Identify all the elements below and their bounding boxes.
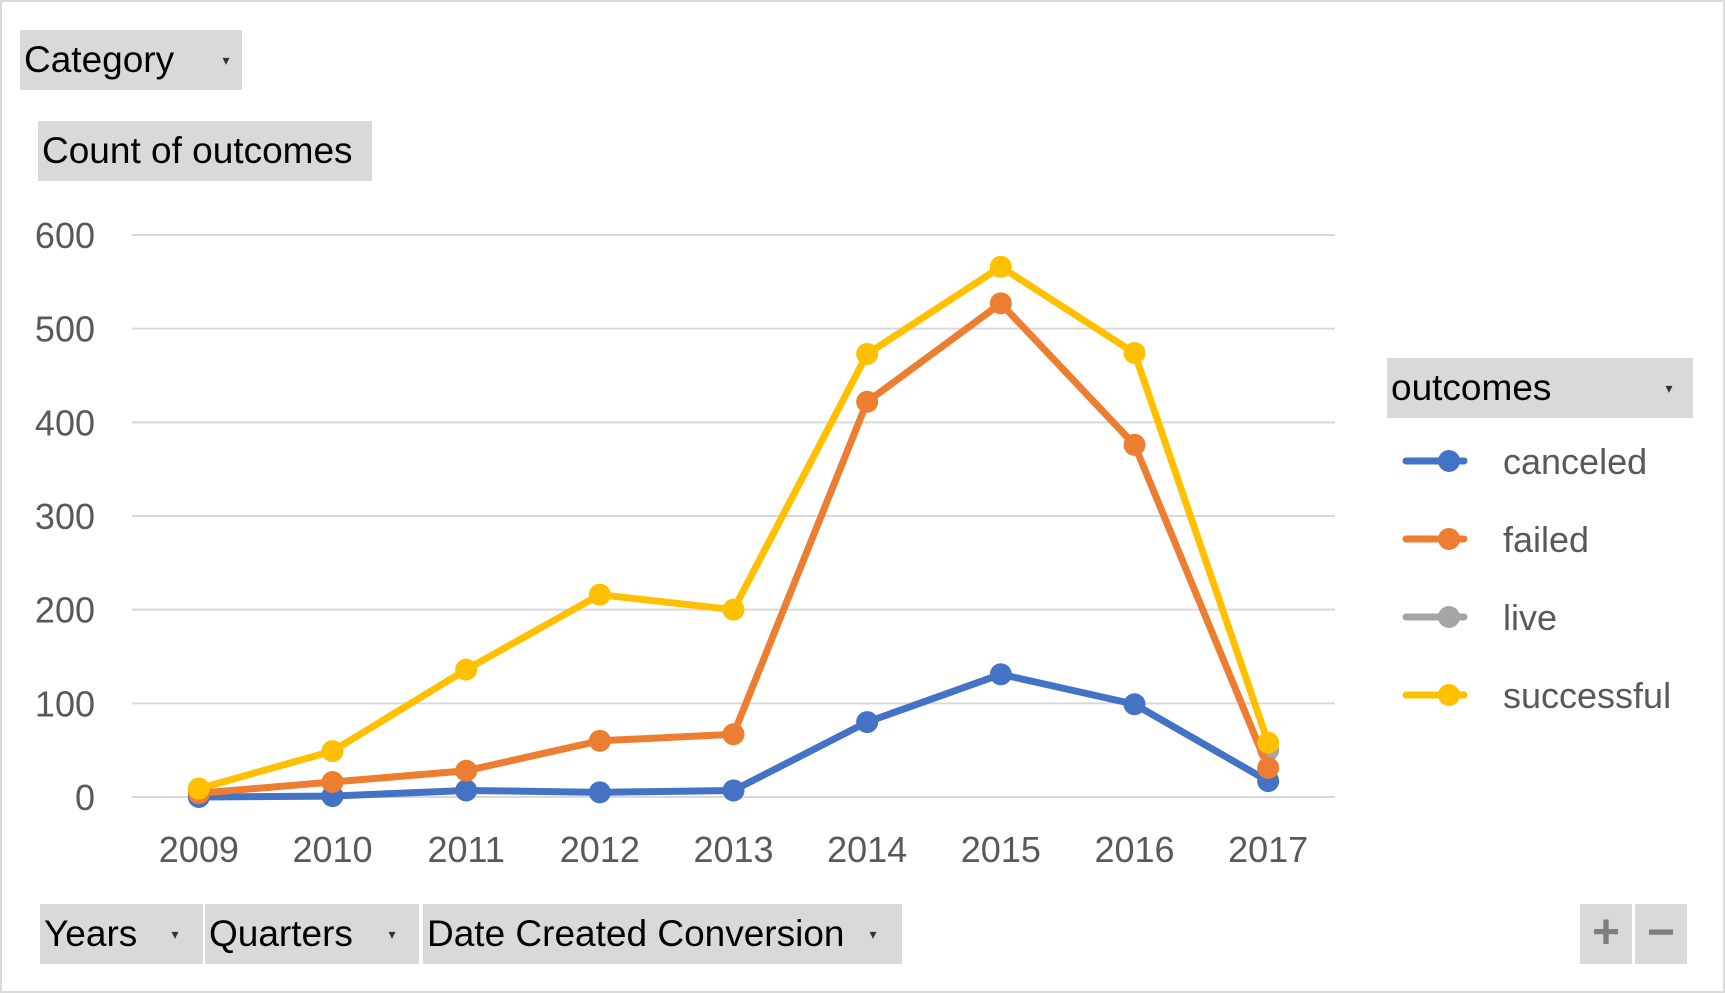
x-tick-label: 2015 (961, 829, 1041, 870)
x-tick-label: 2014 (827, 829, 907, 870)
data-point-failed[interactable] (1257, 756, 1280, 779)
date-created-filter-label: Date Created Conversion (427, 913, 845, 954)
series-line-failed (195, 299, 1272, 797)
legend-marker-icon (1438, 450, 1460, 472)
legend-entry-failed[interactable]: failed (1402, 519, 1589, 560)
dropdown-arrow-icon: ▾ (388, 926, 396, 942)
data-point-canceled[interactable] (722, 779, 745, 802)
data-point-canceled[interactable] (989, 663, 1012, 686)
legend-marker-icon (1438, 684, 1460, 706)
y-tick-label: 200 (35, 590, 95, 631)
legend-label: live (1503, 597, 1557, 638)
legend-entry-successful[interactable]: successful (1402, 675, 1671, 716)
years-filter-label: Years (44, 913, 138, 954)
plus-icon: + (1591, 906, 1621, 959)
data-point-canceled[interactable] (856, 711, 879, 734)
y-tick-label: 0 (75, 777, 95, 818)
legend-label: failed (1503, 519, 1589, 560)
minus-icon: − (1646, 906, 1676, 959)
value-field-label: Count of outcomes (42, 130, 353, 171)
data-point-successful[interactable] (455, 658, 478, 681)
data-point-successful[interactable] (1257, 731, 1280, 754)
x-tick-label: 2012 (560, 829, 640, 870)
category-filter-button[interactable]: Category ▾ (20, 30, 242, 90)
date-created-filter-button[interactable]: Date Created Conversion ▾ (423, 904, 902, 964)
years-filter-button[interactable]: Years ▾ (40, 904, 203, 964)
quarters-filter-label: Quarters (209, 913, 353, 954)
data-point-successful[interactable] (856, 342, 879, 365)
category-filter-label: Category (24, 39, 175, 80)
legend-marker-icon (1438, 606, 1460, 628)
collapse-field-button[interactable]: − (1635, 904, 1687, 964)
data-point-successful[interactable] (989, 255, 1012, 278)
expand-field-button[interactable]: + (1580, 904, 1632, 964)
x-tick-label: 2011 (427, 829, 504, 870)
data-point-successful[interactable] (187, 777, 210, 800)
y-tick-label: 100 (35, 683, 95, 724)
legend-entry-canceled[interactable]: canceled (1402, 441, 1647, 482)
data-point-failed[interactable] (321, 771, 344, 794)
outcomes-legend-filter-button[interactable]: outcomes ▾ (1387, 358, 1693, 418)
series-line-successful (195, 263, 1272, 793)
data-point-failed[interactable] (989, 292, 1012, 315)
data-point-canceled[interactable] (1123, 693, 1146, 716)
x-tick-label: 2013 (693, 829, 773, 870)
outcomes-legend-filter-label: outcomes (1391, 367, 1552, 408)
data-point-successful[interactable] (588, 583, 611, 606)
legend-marker-icon (1438, 528, 1460, 550)
x-tick-label: 2010 (292, 829, 372, 870)
dropdown-arrow-icon: ▾ (222, 52, 230, 68)
y-tick-label: 600 (35, 215, 95, 256)
legend-entry-live[interactable]: live (1402, 597, 1557, 638)
data-point-failed[interactable] (856, 390, 879, 413)
x-tick-label: 2016 (1094, 829, 1174, 870)
x-tick-label: 2017 (1228, 829, 1308, 870)
data-point-canceled[interactable] (588, 781, 611, 804)
dropdown-arrow-icon: ▾ (869, 926, 877, 942)
dropdown-arrow-icon: ▾ (1665, 380, 1673, 396)
data-point-successful[interactable] (321, 740, 344, 763)
x-tick-label: 2009 (159, 829, 239, 870)
data-point-successful[interactable] (1123, 342, 1146, 365)
data-point-failed[interactable] (588, 729, 611, 752)
dropdown-arrow-icon: ▾ (171, 926, 179, 942)
series-failed (187, 292, 1280, 805)
y-tick-label: 500 (35, 309, 95, 350)
y-tick-label: 300 (35, 496, 95, 537)
y-tick-label: 400 (35, 402, 95, 443)
data-point-successful[interactable] (722, 598, 745, 621)
data-point-failed[interactable] (722, 723, 745, 746)
data-point-failed[interactable] (1123, 433, 1146, 456)
quarters-filter-button[interactable]: Quarters ▾ (205, 904, 419, 964)
value-field-button[interactable]: Count of outcomes (38, 121, 372, 181)
legend-label: canceled (1503, 441, 1647, 482)
series-successful (187, 255, 1280, 800)
data-point-failed[interactable] (455, 759, 478, 782)
legend-label: successful (1503, 675, 1671, 716)
data-point-canceled[interactable] (455, 779, 478, 802)
